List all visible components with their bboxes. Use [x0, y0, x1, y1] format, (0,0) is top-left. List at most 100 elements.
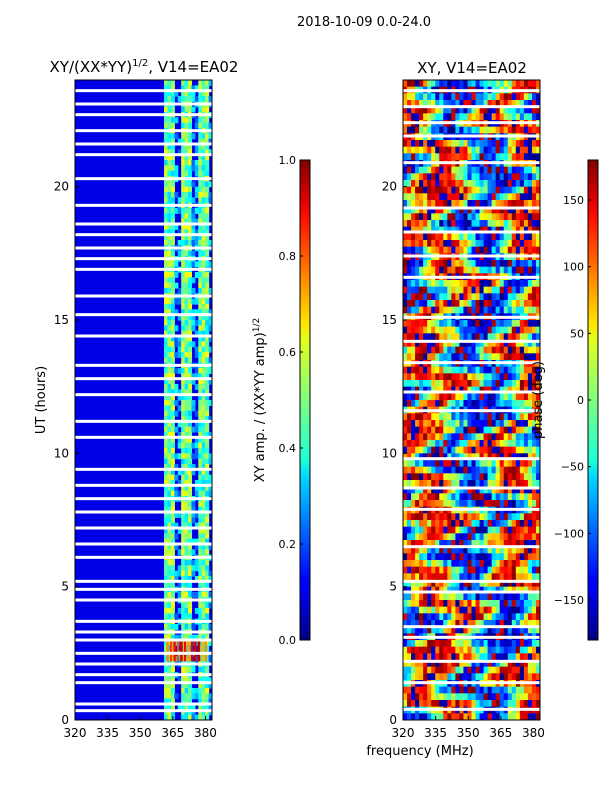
right-heatmap-cell: [435, 613, 440, 621]
right-heatmap-cell: [431, 386, 436, 394]
right-heatmap-cell: [447, 686, 452, 694]
right-heatmap-cell: [455, 700, 461, 708]
right-heatmap-cell: [523, 340, 529, 348]
right-heatmap-cell: [403, 526, 408, 534]
right-heatmap-cell: [455, 260, 461, 268]
left-flagged-row: [75, 177, 212, 181]
right-heatmap-cell: [431, 493, 436, 501]
right-heatmap-cell: [451, 420, 456, 428]
right-heatmap-cell: [483, 100, 489, 108]
left-heatmap-cell: [194, 149, 199, 156]
left-heatmap-cell: [167, 234, 172, 241]
left-heatmap-cell: [181, 368, 186, 374]
left-heatmap-cell: [167, 325, 172, 332]
right-heatmap-cell: [499, 440, 505, 448]
left-heatmap-cell: [167, 400, 172, 406]
left-heatmap-cell: [201, 144, 206, 150]
right-heatmap-cell: [471, 453, 477, 461]
right-heatmap-cell: [519, 220, 525, 228]
right-heatmap-cell: [519, 413, 525, 421]
right-heatmap-cell: [491, 693, 497, 701]
right-heatmap-cell: [511, 240, 517, 248]
left-heatmap-cell: [201, 506, 206, 513]
left-heatmap-cell: [205, 602, 210, 609]
right-heatmap-cell: [403, 486, 408, 494]
left-heatmap-cell: [184, 400, 189, 406]
left-heatmap-cell: [164, 288, 169, 294]
right-heatmap-cell: [503, 526, 509, 534]
right-heatmap-cell: [531, 580, 537, 588]
right-heatmap-cell: [483, 173, 489, 181]
left-heatmap-cell: [167, 197, 172, 204]
left-flagged-row: [75, 673, 212, 677]
left-heatmap-cell: [181, 613, 186, 620]
right-heatmap-cell: [435, 373, 440, 381]
right-heatmap-cell: [459, 673, 465, 681]
left-heatmap-cell: [167, 613, 172, 620]
right-ytick-label: 0: [389, 713, 397, 727]
right-heatmap-cell: [439, 213, 444, 221]
right-heatmap-cell: [535, 213, 540, 221]
left-heatmap-cell: [164, 208, 169, 214]
left-heatmap-cell: [191, 298, 196, 305]
right-heatmap-cell: [519, 646, 525, 654]
right-heatmap-cell: [411, 246, 416, 254]
right-heatmap-cell: [435, 146, 440, 154]
right-heatmap-cell: [447, 713, 452, 720]
right-heatmap-cell: [411, 586, 416, 594]
right-heatmap-cell: [447, 393, 452, 401]
right-heatmap-cell: [499, 473, 505, 481]
left-heatmap-cell: [184, 320, 189, 326]
left-flagged-row: [75, 467, 212, 471]
right-heatmap-cell: [423, 266, 428, 274]
right-heatmap-cell: [419, 186, 424, 194]
right-colorbar-tick-label: −50: [561, 461, 584, 474]
right-heatmap-cell: [463, 380, 469, 388]
right-heatmap-cell: [403, 373, 408, 381]
left-heatmap-cell: [208, 240, 212, 246]
right-heatmap-cell: [407, 713, 412, 720]
right-heatmap-cell: [511, 646, 517, 654]
left-heatmap-cell: [198, 282, 203, 289]
right-heatmap-cell: [411, 693, 416, 701]
right-heatmap-cell: [487, 180, 493, 188]
right-heatmap-cell: [439, 320, 444, 328]
right-heatmap-cell: [499, 140, 505, 148]
right-heatmap-cell: [451, 373, 456, 381]
right-heatmap-cell: [475, 620, 481, 628]
right-heatmap-cell: [499, 400, 505, 408]
right-heatmap-cell: [523, 220, 529, 228]
right-heatmap-cell: [427, 333, 432, 341]
right-heatmap-cell: [447, 673, 452, 681]
left-heatmap-cell: [170, 565, 175, 572]
right-heatmap-cell: [519, 200, 525, 208]
right-heatmap-cell: [471, 213, 477, 221]
figure-suptitle: 2018-10-09 0.0-24.0: [297, 15, 431, 30]
right-heatmap-cell: [427, 560, 432, 568]
left-heatmap-cell: [181, 666, 186, 673]
right-heatmap-cell: [527, 480, 533, 488]
left-flagged-row: [75, 709, 212, 713]
right-heatmap-cell: [483, 80, 489, 88]
left-heatmap-cell: [198, 490, 203, 497]
left-heatmap-cell: [184, 602, 189, 609]
left-heatmap-cell: [188, 394, 193, 401]
left-heatmap-cell: [191, 90, 196, 97]
left-heatmap-cell: [177, 314, 182, 321]
left-heatmap-cell: [201, 634, 206, 641]
right-heatmap-cell: [431, 500, 436, 508]
right-heatmap-cell: [491, 220, 497, 228]
right-heatmap-cell: [459, 186, 465, 194]
right-heatmap-cell: [467, 453, 473, 461]
left-heatmap-cell: [198, 90, 203, 97]
left-flagged-row: [75, 113, 212, 117]
right-heatmap-cell: [499, 146, 505, 154]
left-heatmap-cell: [170, 581, 175, 588]
right-heatmap-cell: [419, 586, 424, 594]
right-heatmap-cell: [483, 333, 489, 341]
left-heatmap-cell: [201, 309, 206, 316]
left-heatmap-cell: [188, 288, 193, 294]
right-heatmap-cell: [467, 266, 473, 274]
right-heatmap-cell: [411, 526, 416, 534]
left-heatmap-cell: [188, 704, 193, 710]
